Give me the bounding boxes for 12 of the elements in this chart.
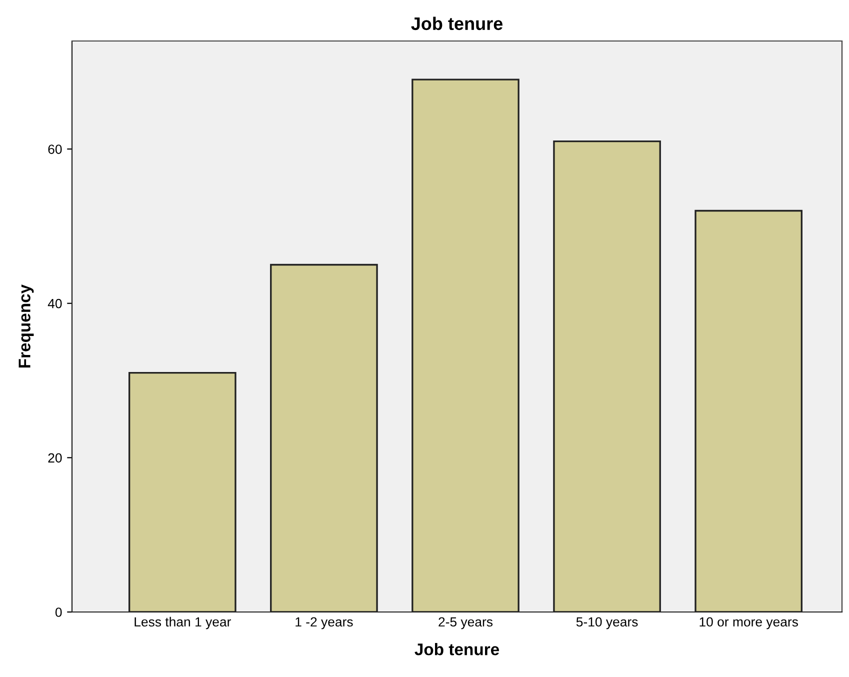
y-tick-label: 40 — [48, 298, 62, 308]
x-tick-label: 10 or more years — [700, 617, 798, 630]
y-tick-label: 20 — [48, 453, 62, 463]
x-tick-label: 1 -2 years — [296, 617, 353, 630]
x-tick-label: Less than 1 year — [134, 616, 231, 630]
x-axis-title: Job tenure — [414, 643, 500, 656]
chart-title: Job tenure — [411, 16, 503, 30]
y-axis-title: Frequency — [18, 284, 34, 368]
y-tick-label: 0 — [55, 608, 62, 617]
x-tick-label: 2-5 years — [438, 617, 493, 630]
y-tick-label: 60 — [48, 144, 62, 154]
x-tick-label: 5-10 years — [576, 617, 638, 630]
